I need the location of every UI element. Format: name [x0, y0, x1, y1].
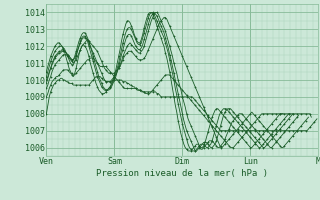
X-axis label: Pression niveau de la mer( hPa ): Pression niveau de la mer( hPa )	[96, 169, 268, 178]
